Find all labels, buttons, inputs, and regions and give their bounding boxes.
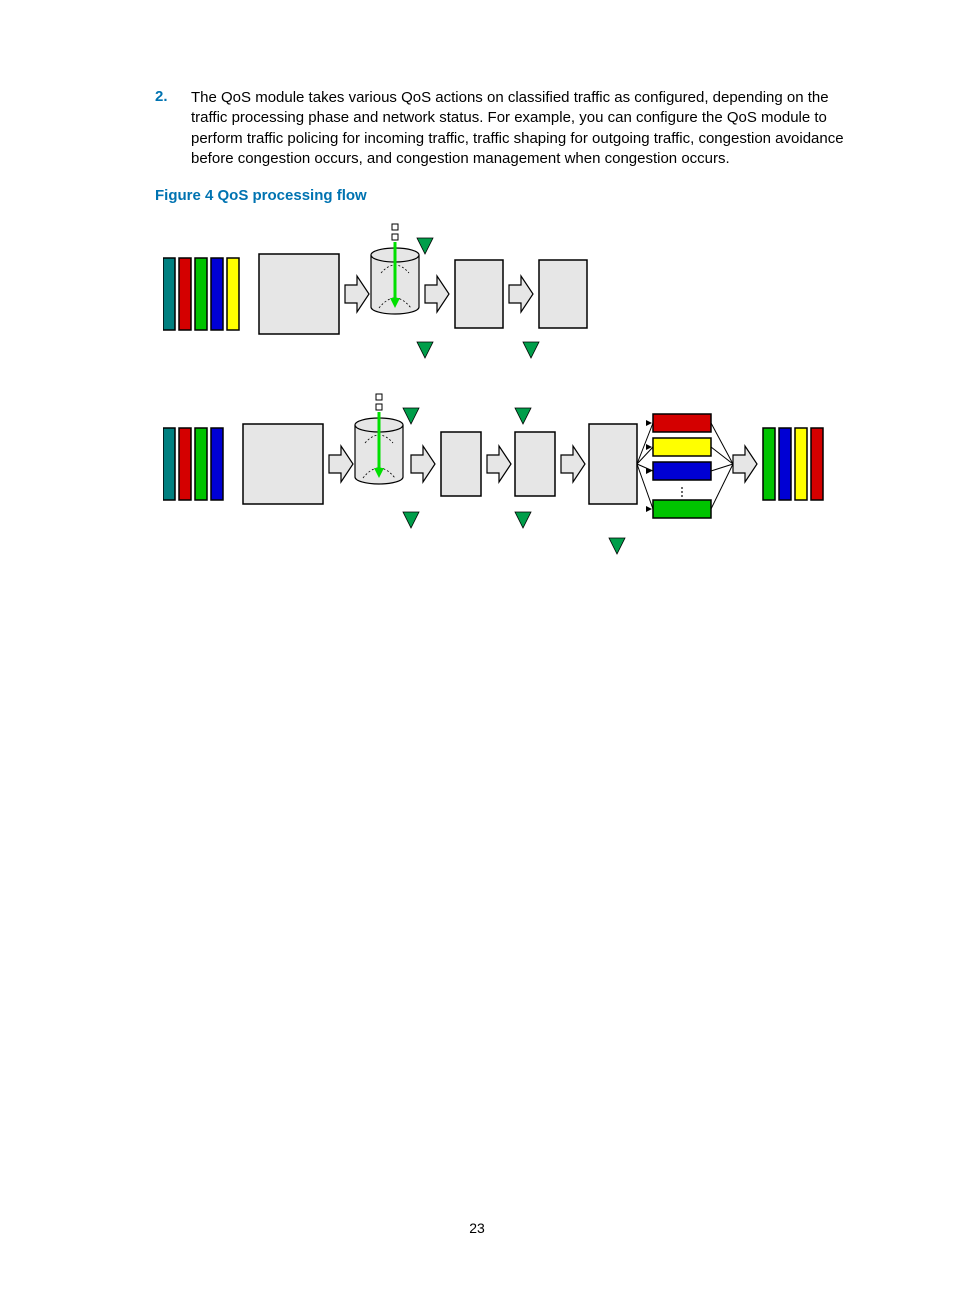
qos-diagram — [163, 218, 844, 603]
list-text: The QoS module takes various QoS actions… — [191, 88, 844, 169]
page-number: 23 — [0, 1220, 954, 1236]
list-item-2: 2. The QoS module takes various QoS acti… — [155, 88, 844, 169]
list-number: 2. — [155, 88, 191, 105]
figure-caption: Figure 4 QoS processing flow — [155, 187, 844, 204]
